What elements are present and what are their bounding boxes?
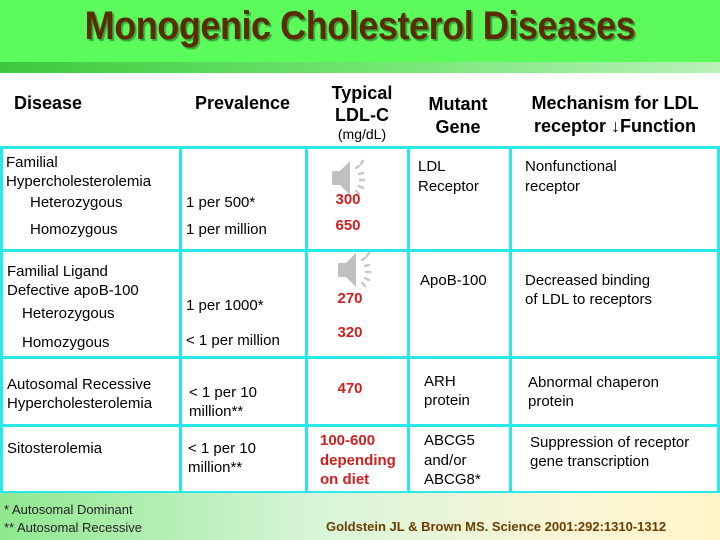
row2-gene-line1: ApoB-100 bbox=[420, 272, 487, 289]
header-ldl-line1: Typical bbox=[331, 83, 393, 103]
row3-prev-line2: million** bbox=[189, 403, 244, 420]
row4-gene-line3: ABCG8* bbox=[424, 471, 481, 488]
grid-line bbox=[0, 146, 3, 494]
row3-gene-line2: protein bbox=[424, 392, 470, 409]
row1-disease-line2: Hypercholesterolemia bbox=[6, 173, 152, 190]
grid-line bbox=[0, 356, 720, 359]
grid-line bbox=[509, 146, 512, 494]
row2-ldl1: 270 bbox=[337, 290, 363, 307]
row1-sub2: Homozygous bbox=[30, 221, 118, 238]
row3-disease-line1: Autosomal Recessive bbox=[7, 376, 152, 393]
row2-mech-line2: of LDL to receptors bbox=[525, 291, 653, 308]
speaker-icon[interactable] bbox=[334, 248, 378, 292]
row1-sub1: Heterozygous bbox=[30, 194, 123, 211]
row3-disease-line2: Hypercholesterolemia bbox=[7, 395, 153, 412]
header-mech-line1: Mechanism for LDL bbox=[531, 93, 699, 113]
speaker-icon[interactable] bbox=[328, 156, 372, 200]
row1-gene-line2: Receptor bbox=[418, 178, 479, 195]
row3-mech-line2: protein bbox=[528, 393, 574, 410]
title-underline-bar bbox=[0, 62, 720, 73]
row2-sub2: Homozygous bbox=[22, 334, 110, 351]
row3-ldl: 470 bbox=[337, 380, 363, 397]
row2-mech-line1: Decreased binding bbox=[525, 272, 651, 289]
row1-ldl2: 650 bbox=[335, 217, 361, 234]
row1-mech-line1: Nonfunctional bbox=[525, 158, 617, 175]
row4-disease-line1: Sitosterolemia bbox=[7, 440, 103, 457]
row2-disease-line1: Familial Ligand bbox=[7, 263, 108, 280]
footer-band bbox=[0, 493, 720, 540]
grid-line bbox=[179, 146, 182, 494]
header-gene-line2: Gene bbox=[435, 117, 481, 137]
slide-title: Monogenic Cholesterol Diseases bbox=[84, 4, 636, 48]
row3-prev-line1: < 1 per 10 bbox=[189, 384, 257, 401]
grid-line bbox=[0, 146, 720, 149]
row1-prev2: 1 per million bbox=[186, 221, 267, 238]
header-mech-line2: receptor ↓Function bbox=[533, 116, 696, 136]
row1-gene-line1: LDL bbox=[418, 158, 446, 175]
header-disease: Disease bbox=[14, 93, 83, 113]
row3-gene-line1: ARH bbox=[424, 373, 456, 390]
row1-ldl1: 300 bbox=[335, 191, 361, 208]
header-ldl-line2: LDL-C bbox=[335, 105, 389, 125]
row3-mech-line1: Abnormal chaperon bbox=[528, 374, 659, 391]
footnote-autosomal-dominant: * Autosomal Dominant bbox=[4, 502, 133, 517]
row4-ldl-line3: on diet bbox=[320, 471, 370, 488]
grid-line bbox=[0, 249, 720, 252]
title-bar bbox=[0, 0, 720, 62]
grid-line bbox=[407, 146, 410, 494]
grid-line bbox=[717, 146, 720, 494]
header-gene-line1: Mutant bbox=[428, 94, 488, 114]
row2-prev2: < 1 per million bbox=[186, 332, 280, 349]
footnote-autosomal-recessive: ** Autosomal Recessive bbox=[4, 520, 143, 535]
row1-disease-line1: Familial bbox=[6, 154, 58, 171]
row4-prev-line1: < 1 per 10 bbox=[188, 440, 256, 457]
row1-mech-line2: receptor bbox=[525, 178, 581, 195]
header-prevalence: Prevalence bbox=[194, 93, 291, 113]
row2-prev1: 1 per 1000* bbox=[186, 297, 264, 314]
row4-mech-line2: gene transcription bbox=[530, 453, 650, 470]
row4-gene-line2: and/or bbox=[424, 452, 467, 469]
row4-mech-line1: Suppression of receptor bbox=[530, 434, 690, 451]
grid-line bbox=[0, 491, 720, 494]
row4-ldl-line2: depending bbox=[320, 452, 396, 469]
row4-prev-line2: million** bbox=[188, 459, 243, 476]
row4-ldl-line1: 100-600 bbox=[320, 432, 376, 449]
header-ldl-unit: (mg/dL) bbox=[337, 126, 387, 142]
row2-disease-line2: Defective apoB-100 bbox=[7, 282, 139, 299]
grid-line bbox=[305, 146, 308, 494]
row4-gene-line1: ABCG5 bbox=[424, 432, 475, 449]
row1-prev1: 1 per 500* bbox=[186, 194, 256, 211]
grid-line bbox=[0, 424, 720, 427]
row2-sub1: Heterozygous bbox=[22, 305, 115, 322]
citation: Goldstein JL & Brown MS. Science 2001:29… bbox=[326, 519, 667, 534]
row2-ldl2: 320 bbox=[337, 324, 363, 341]
